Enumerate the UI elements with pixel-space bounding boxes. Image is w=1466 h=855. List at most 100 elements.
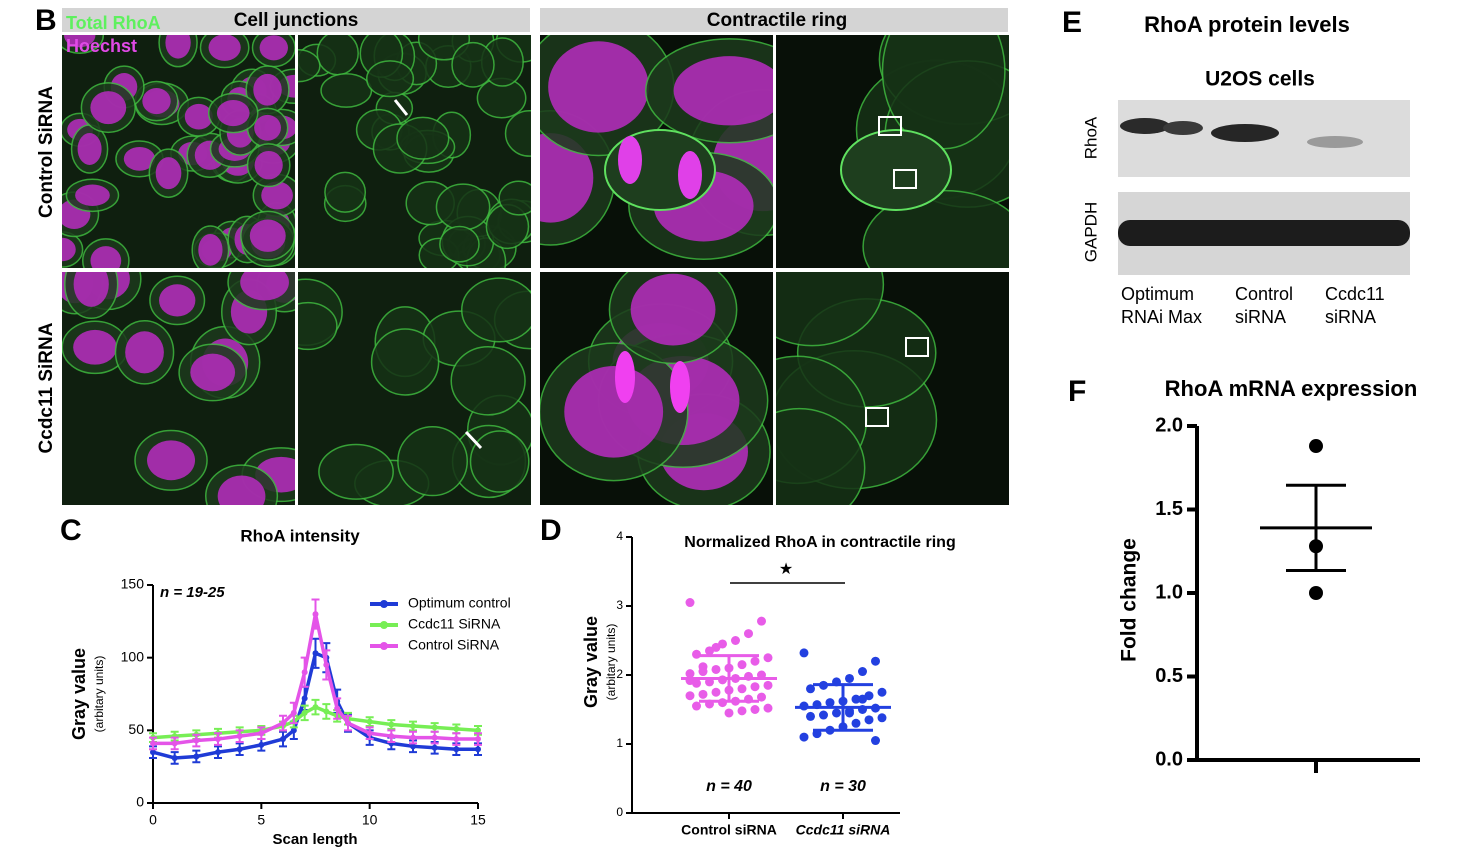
- chromosomes: [615, 351, 635, 403]
- point: [744, 629, 753, 639]
- nucleus: [673, 56, 773, 126]
- x-tick-label: Ccdc11 siRNA: [796, 822, 891, 838]
- cell-outline: [504, 110, 531, 157]
- blot-label: RhoA: [1081, 116, 1100, 159]
- sd-bar: [699, 654, 759, 703]
- panel-letter: D: [540, 514, 562, 547]
- point: [799, 648, 809, 658]
- nucleus: [216, 100, 250, 127]
- point: [431, 744, 438, 751]
- point: [410, 722, 416, 729]
- point: [215, 749, 221, 756]
- nucleus: [165, 35, 191, 59]
- y-tick-label: 4: [616, 529, 623, 543]
- sem-bar: [1286, 483, 1346, 572]
- band: [1211, 124, 1279, 142]
- point: [692, 649, 701, 659]
- column-header: Cell junctions: [234, 10, 359, 31]
- band: [1163, 121, 1203, 135]
- cell-outline: [316, 35, 359, 76]
- point: [806, 711, 815, 721]
- nucleus: [142, 88, 171, 115]
- nucleus: [159, 284, 196, 317]
- cell-outline: [461, 277, 531, 343]
- nucleus: [73, 272, 109, 307]
- panel-subtitle: U2OS cells: [1205, 68, 1315, 91]
- point: [475, 736, 481, 743]
- legend-label: Optimum control: [408, 595, 511, 611]
- micrograph: [298, 35, 531, 268]
- nucleus: [548, 41, 649, 133]
- chart-title: Normalized RhoA in contractile ring: [684, 534, 955, 551]
- nucleus: [77, 133, 102, 165]
- point: [819, 710, 828, 720]
- point: [388, 721, 395, 728]
- point: [345, 720, 351, 727]
- point: [806, 684, 815, 694]
- y-tick-label: 2.0: [1155, 414, 1183, 436]
- legend-label: Control SiRNA: [408, 637, 500, 653]
- point: [410, 734, 416, 741]
- channel-label: Hoechst: [66, 36, 137, 56]
- cell-outline: [397, 426, 468, 497]
- point: [431, 724, 438, 731]
- point: [877, 713, 887, 723]
- blot-label: GAPDH: [1081, 202, 1100, 262]
- point: [150, 749, 156, 756]
- channel-label: Total RhoA: [66, 13, 161, 33]
- nucleus: [123, 146, 156, 171]
- point: [453, 736, 460, 743]
- point: [323, 708, 330, 715]
- chart-title: RhoA intensity: [240, 526, 360, 545]
- count-label: n = 30: [820, 778, 866, 795]
- nucleus: [198, 233, 223, 266]
- point: [312, 650, 319, 657]
- y-tick-label: 100: [121, 648, 145, 664]
- point: [312, 704, 319, 711]
- point: [334, 705, 341, 712]
- panel-letter: C: [60, 514, 82, 547]
- y-axis-label: Fold change: [1118, 538, 1141, 662]
- point: [323, 661, 330, 668]
- cell-outline: [451, 41, 495, 88]
- micrograph: [540, 272, 773, 505]
- x-axis-label: Scan length: [272, 831, 357, 848]
- y-tick-label: 150: [121, 576, 145, 592]
- nucleus: [217, 475, 266, 505]
- point: [290, 727, 297, 734]
- point: [825, 698, 835, 708]
- nucleus: [240, 272, 289, 301]
- point: [737, 660, 747, 670]
- point: [280, 736, 286, 743]
- nucleus: [147, 440, 196, 481]
- column-header: Contractile ring: [707, 10, 847, 31]
- lane-label: siRNA: [1235, 307, 1286, 327]
- point: [453, 746, 460, 753]
- point: [845, 708, 854, 718]
- micrographs: [62, 35, 1009, 505]
- x-tick-label: 10: [362, 812, 378, 828]
- y-tick-label: 1: [616, 736, 623, 750]
- point: [215, 736, 221, 743]
- nucleus: [249, 219, 286, 252]
- nucleus: [630, 273, 716, 346]
- point: [431, 734, 438, 741]
- point: [171, 754, 178, 761]
- nucleus: [254, 150, 283, 180]
- cell-outline: [435, 183, 491, 231]
- point: [366, 730, 373, 737]
- cell-outline: [776, 407, 866, 505]
- micrograph: [62, 35, 295, 268]
- point: [845, 673, 854, 683]
- point: [757, 692, 766, 702]
- point: [193, 753, 200, 760]
- panel-title: RhoA protein levels: [1144, 12, 1350, 37]
- point: [763, 653, 773, 663]
- cell-outline: [370, 328, 440, 396]
- point: [698, 689, 708, 699]
- micrograph: [540, 35, 773, 268]
- band: [1307, 136, 1363, 148]
- lane-label: siRNA: [1325, 307, 1376, 327]
- point: [851, 718, 861, 728]
- point: [312, 611, 319, 618]
